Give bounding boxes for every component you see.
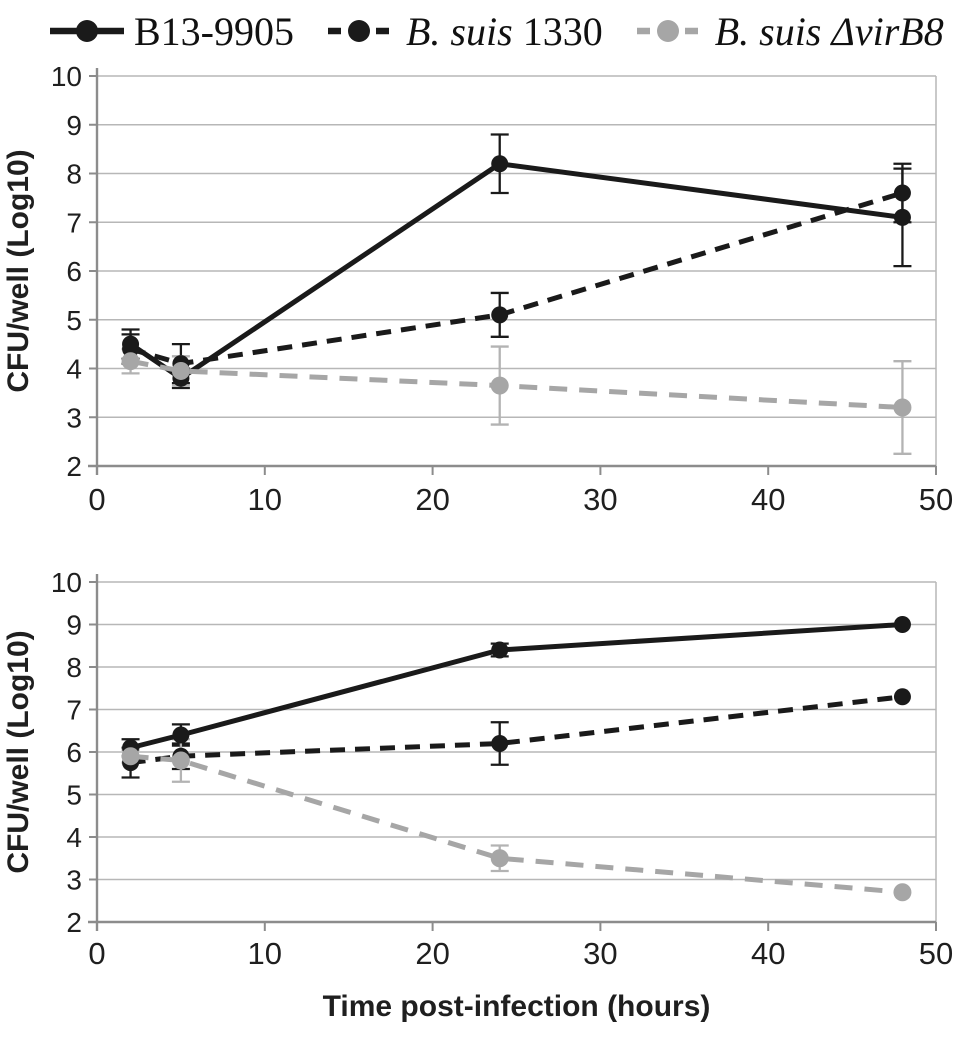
x-tick-label: 50 <box>919 936 953 971</box>
legend-line-marker-icon <box>328 20 390 42</box>
data-point-marker <box>491 155 509 173</box>
data-point-marker <box>490 376 509 395</box>
legend-line-marker-icon <box>636 20 699 42</box>
data-point-marker <box>172 726 190 744</box>
x-tick-label: 20 <box>415 482 449 517</box>
x-tick-label: 10 <box>248 936 282 971</box>
data-point-marker <box>122 340 140 358</box>
data-point-marker <box>490 849 509 868</box>
y-tick-label: 8 <box>66 652 82 683</box>
series-line <box>130 753 903 895</box>
series-line <box>129 622 903 751</box>
chart-legend: B13-9905 B. suis 1330 B. suis ΔvirB8 <box>48 2 944 60</box>
y-tick-label: 4 <box>66 354 82 385</box>
y-tick-label: 2 <box>66 907 82 938</box>
x-tick-label: 40 <box>751 482 785 517</box>
x-tick-label: 30 <box>583 936 617 971</box>
data-point-marker <box>121 747 140 766</box>
legend-label: B13-9905 <box>134 8 294 54</box>
x-tick-label: 50 <box>919 482 953 517</box>
x-tick-label: 20 <box>415 936 449 971</box>
legend-label: B. suis ΔvirB8 <box>714 8 944 54</box>
y-tick-label: 7 <box>66 207 82 238</box>
data-point-marker <box>491 735 509 752</box>
data-point-marker <box>893 398 912 417</box>
bottom-line-chart: 2 3 4 5 6 7 8 9 10 0 10 20 30 40 50 CFU/well (Log10) Tim… <box>2 567 953 1023</box>
data-point-marker <box>893 184 911 202</box>
x-tick-label: 40 <box>751 936 785 971</box>
y-tick-label: 10 <box>51 61 82 92</box>
x-tick-label: 30 <box>583 482 617 517</box>
series-line <box>129 190 904 367</box>
x-axis-title: Time post-infection (hours) <box>323 990 711 1023</box>
top-line-chart: 2 3 4 5 6 7 8 9 10 0 10 20 30 40 50 CFU/well (Log10) <box>2 61 953 517</box>
legend-label: B. suis 1330 <box>406 8 603 54</box>
y-axis-title: CFU/well (Log10) <box>2 149 35 392</box>
x-tick-label: 10 <box>248 482 282 517</box>
y-tick-label: 5 <box>66 780 82 811</box>
y-tick-label: 9 <box>66 110 82 141</box>
y-tick-label: 8 <box>66 159 82 190</box>
legend-line-marker-icon <box>50 20 124 42</box>
data-point-marker <box>893 883 912 902</box>
y-tick-label: 10 <box>51 567 82 598</box>
y-axis-title: CFU/well (Log10) <box>2 630 35 873</box>
data-point-marker <box>121 352 140 371</box>
data-point-marker <box>171 361 190 380</box>
data-point-marker <box>491 306 509 324</box>
data-point-marker <box>893 208 911 226</box>
y-tick-label: 5 <box>66 305 82 336</box>
legend-item-1: B. suis 1330 <box>320 8 603 55</box>
series-line <box>129 161 903 382</box>
y-tick-label: 3 <box>66 865 82 896</box>
y-tick-label: 6 <box>66 737 82 768</box>
y-tick-label: 3 <box>66 402 82 433</box>
series-line <box>130 694 903 766</box>
y-tick-label: 4 <box>66 822 82 853</box>
legend-item-0: B13-9905 <box>48 8 294 55</box>
y-tick-label: 6 <box>66 256 82 287</box>
data-point-marker <box>893 688 911 706</box>
y-tick-label: 7 <box>66 695 82 726</box>
x-tick-label: 0 <box>88 482 105 517</box>
legend-item-2: B. suis ΔvirB8 <box>629 8 944 55</box>
y-tick-label: 2 <box>66 451 82 482</box>
y-tick-label: 9 <box>66 610 82 641</box>
x-tick-label: 0 <box>88 936 105 971</box>
data-point-marker <box>171 751 190 770</box>
data-point-marker <box>893 616 911 633</box>
series-line <box>130 358 903 410</box>
data-point-marker <box>491 641 509 659</box>
